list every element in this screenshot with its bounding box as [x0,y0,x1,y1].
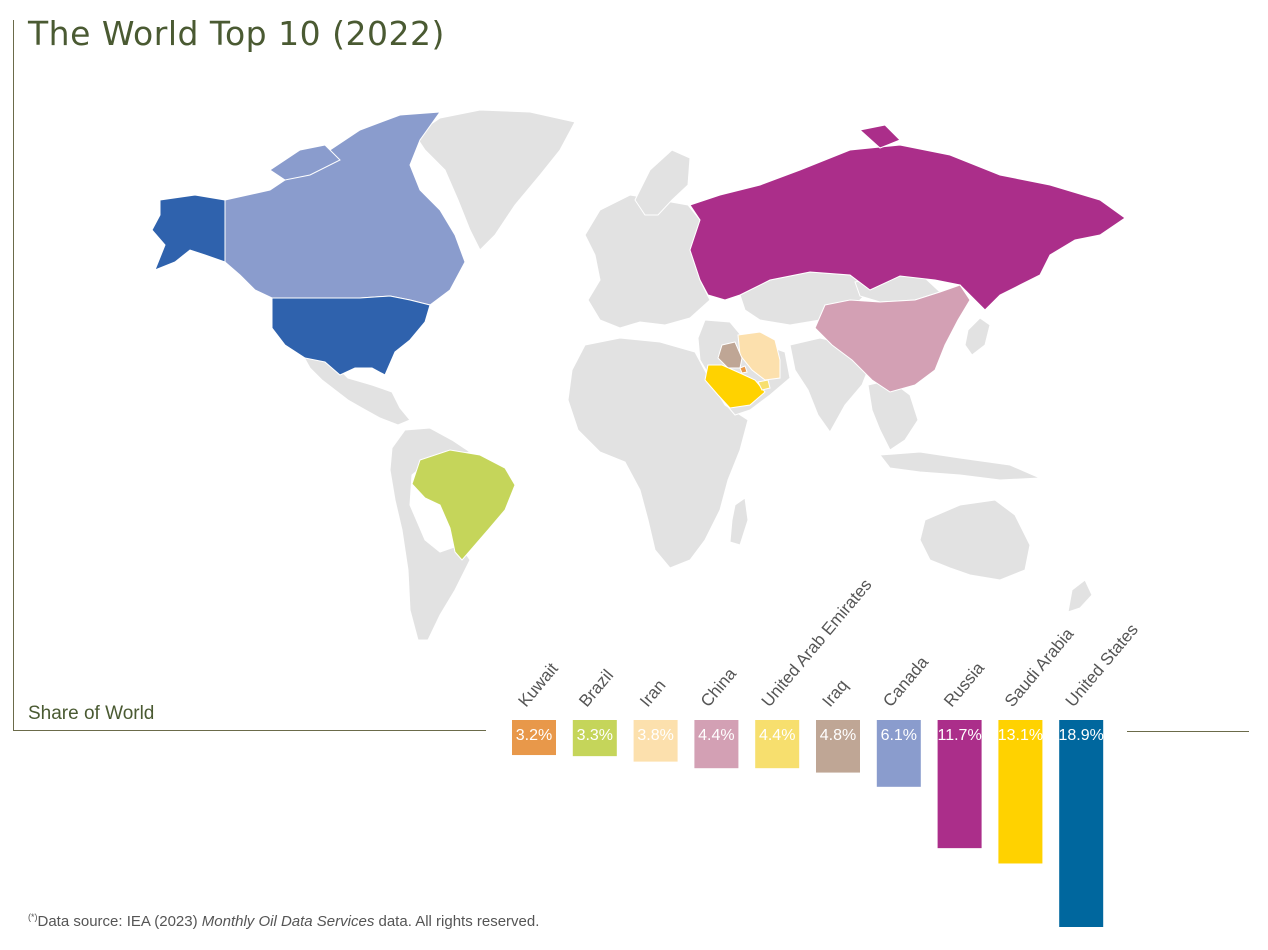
bar-russia [937,720,982,849]
category-label-kuwait: Kuwait [515,659,563,711]
category-label-china: China [697,664,740,711]
bar-brazil [572,720,617,757]
scandinavia-shape [634,149,691,216]
left-axis-rule [13,20,14,730]
value-label-russia: 11.7% [938,727,982,744]
bar-united-states [1059,720,1104,927]
bar-saudi-arabia [998,720,1043,864]
mexico-shape [298,349,411,426]
bar-iraq [816,720,860,773]
brazil-shape [411,449,516,561]
bar-china [694,720,739,769]
baseline-rule-right [1127,731,1249,732]
page-title: The World Top 10 (2022) [28,14,445,53]
category-label-iran: Iran [636,676,669,711]
australia-shape [919,499,1031,581]
footnote-marker: (*) [28,912,38,922]
footnote-prefix: Data source: IEA (2023) [37,913,202,930]
value-label-united-states: 18.9% [1059,727,1104,744]
indonesia-shape [879,451,1041,481]
value-label-china: 4.4% [698,727,734,744]
map-highlights [151,111,1126,561]
russia-islands-shape [858,124,901,149]
uae-shape [757,379,771,391]
canada-shape [224,111,466,306]
share-of-world-label: Share of World [28,703,155,724]
footnote-suffix: data. All rights reserved. [374,913,540,930]
value-label-canada: 6.1% [881,727,917,744]
bar-united-arab-emirates [755,720,800,769]
saudi-arabia-shape [704,364,766,409]
kuwait-shape [739,365,748,374]
category-label-iraq: Iraq [819,676,852,711]
world-map [151,109,1126,641]
alaska-shape [151,194,226,271]
japan-shape [964,317,991,356]
category-label-russia: Russia [940,658,988,710]
bar-canada [876,720,921,787]
bar-iran [633,720,678,762]
greenland-shape [414,109,576,251]
bar-kuwait [512,720,556,756]
value-label-brazil: 3.3% [577,727,613,744]
value-label-iraq: 4.8% [820,727,856,744]
iran-shape [737,331,781,381]
value-label-united-arab-emirates: 4.4% [759,727,795,744]
category-label-united-arab-emirates: United Arab Emirates [758,575,876,710]
value-label-kuwait: 3.2% [516,727,552,744]
new-zealand-shape [1067,579,1093,613]
europe-shape [584,194,711,329]
africa-shape [567,337,749,569]
footnote: (*)Data source: IEA (2023) Monthly Oil D… [28,912,539,930]
madagascar-shape [729,497,749,546]
category-label-canada: Canada [879,652,932,710]
china-shape [814,284,971,393]
value-label-saudi-arabia: 13.1% [998,727,1043,744]
category-label-brazil: Brazil [575,666,617,711]
usa-shape [271,295,431,376]
footnote-source: Monthly Oil Data Services [201,913,375,930]
canada-islands-shape [269,144,341,181]
value-label-iran: 3.8% [637,727,673,744]
baseline-rule-left [13,730,486,731]
russia-shape [689,144,1126,311]
